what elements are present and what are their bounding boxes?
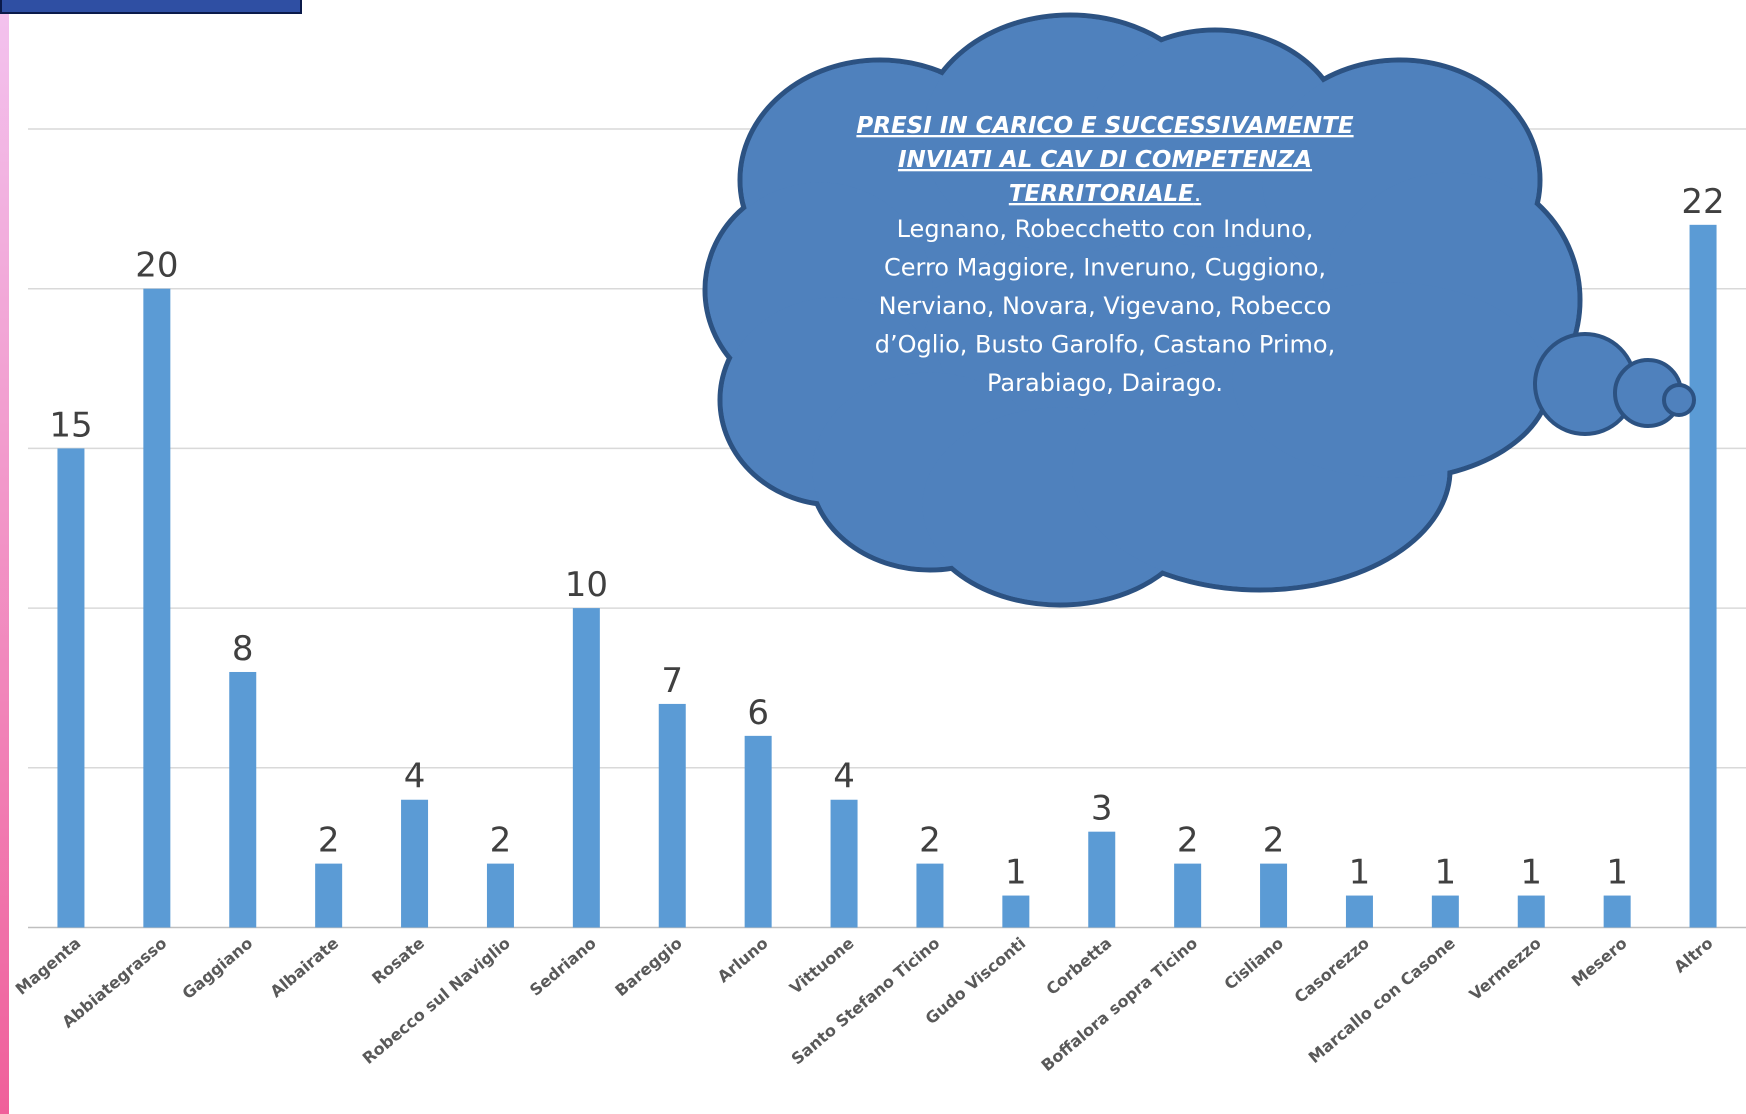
thought-cloud: PRESI IN CARICO E SUCCESSIVAMENTE INVIATI… — [702, 12, 1696, 608]
bar — [143, 288, 171, 928]
annotation-line: Parabiago, Dairago. — [987, 369, 1223, 397]
x-tick-label: Arluno — [714, 933, 772, 986]
value-label: 4 — [404, 757, 426, 797]
side-strip — [0, 0, 9, 1114]
annotation-line: Legnano, Robecchetto con Induno, — [897, 215, 1314, 243]
x-tick-label: Santo Stefano Ticino — [788, 933, 944, 1068]
bar — [1174, 863, 1202, 928]
annotation-title: PRESI IN CARICO E SUCCESSIVAMENTE — [856, 113, 1353, 139]
bar — [1689, 224, 1717, 928]
x-tick-label: Vermezzo — [1466, 933, 1545, 1004]
x-tick-label: Gaggiano — [179, 933, 257, 1003]
bar — [1345, 895, 1373, 928]
bar — [1517, 895, 1545, 928]
x-tick-label: Bareggio — [611, 933, 685, 1000]
x-tick-label: Altro — [1670, 933, 1716, 976]
value-label: 2 — [1177, 821, 1199, 861]
annotation-title: TERRITORIALE. — [1009, 181, 1201, 207]
bar — [1603, 895, 1631, 928]
value-label: 1 — [1520, 853, 1542, 893]
value-label: 1 — [1606, 853, 1628, 893]
bar — [315, 863, 343, 928]
x-tick-label: Corbetta — [1042, 933, 1115, 998]
value-label: 2 — [490, 821, 512, 861]
annotation-line: Nerviano, Novara, Vigevano, Robecco — [879, 292, 1332, 320]
bar — [1002, 895, 1030, 928]
bar — [57, 448, 85, 928]
value-label: 6 — [747, 693, 769, 733]
bar — [830, 799, 858, 928]
annotation-title-line: TERRITORIALE — [1009, 181, 1194, 207]
value-label: 7 — [661, 661, 683, 701]
bar — [1088, 831, 1116, 928]
bar — [1431, 895, 1459, 928]
value-label: 1 — [1005, 853, 1027, 893]
thought-bubble — [1662, 383, 1696, 417]
x-tick-label: Albairate — [266, 933, 342, 1001]
x-tick-label: Casorezzo — [1291, 933, 1373, 1006]
x-tick-label: Robecco sul Naviglio — [359, 933, 514, 1068]
annotation-title-line: PRESI IN CARICO E SUCCESSIVAMENTE — [856, 113, 1353, 139]
bar — [1260, 863, 1288, 928]
value-label: 2 — [1263, 821, 1285, 861]
annotation-title-end: . — [1194, 181, 1201, 207]
value-label: 10 — [565, 565, 608, 605]
annotation-line: Cerro Maggiore, Inveruno, Cuggiono, — [884, 254, 1326, 282]
x-tick-label: Mesero — [1568, 933, 1631, 990]
x-tick-label: Vittuone — [786, 933, 858, 997]
bar — [658, 703, 686, 928]
value-label: 15 — [49, 405, 92, 445]
value-label: 2 — [919, 821, 941, 861]
x-tick-label: Boffalora sopra Ticino — [1037, 933, 1201, 1075]
value-label: 1 — [1349, 853, 1371, 893]
value-label: 1 — [1435, 853, 1457, 893]
bar — [401, 799, 429, 928]
value-label: 8 — [232, 629, 254, 669]
cloud-fill — [1232, 282, 1548, 478]
value-label: 20 — [135, 246, 178, 286]
annotation-line: d’Oglio, Busto Garolfo, Castano Primo, — [875, 331, 1335, 359]
annotation-title: INVIATI AL CAV DI COMPETENZA — [898, 147, 1312, 173]
x-tick-label: Marcallo con Casone — [1305, 933, 1459, 1067]
x-tick-label: Sedriano — [526, 933, 600, 999]
value-label: 22 — [1681, 182, 1724, 222]
bar — [744, 735, 772, 928]
x-tick-label: Rosate — [368, 933, 428, 988]
bar — [572, 608, 600, 928]
bar — [486, 863, 514, 928]
annotation-title-line: INVIATI AL CAV DI COMPETENZA — [898, 147, 1312, 173]
value-label: 4 — [833, 757, 855, 797]
value-label: 3 — [1091, 789, 1113, 829]
x-tick-label: Magenta — [12, 933, 85, 998]
value-label: 2 — [318, 821, 340, 861]
x-tick-label: Cisliano — [1220, 933, 1287, 993]
header-box — [0, 0, 302, 14]
bar — [229, 671, 257, 928]
bar — [916, 863, 944, 928]
